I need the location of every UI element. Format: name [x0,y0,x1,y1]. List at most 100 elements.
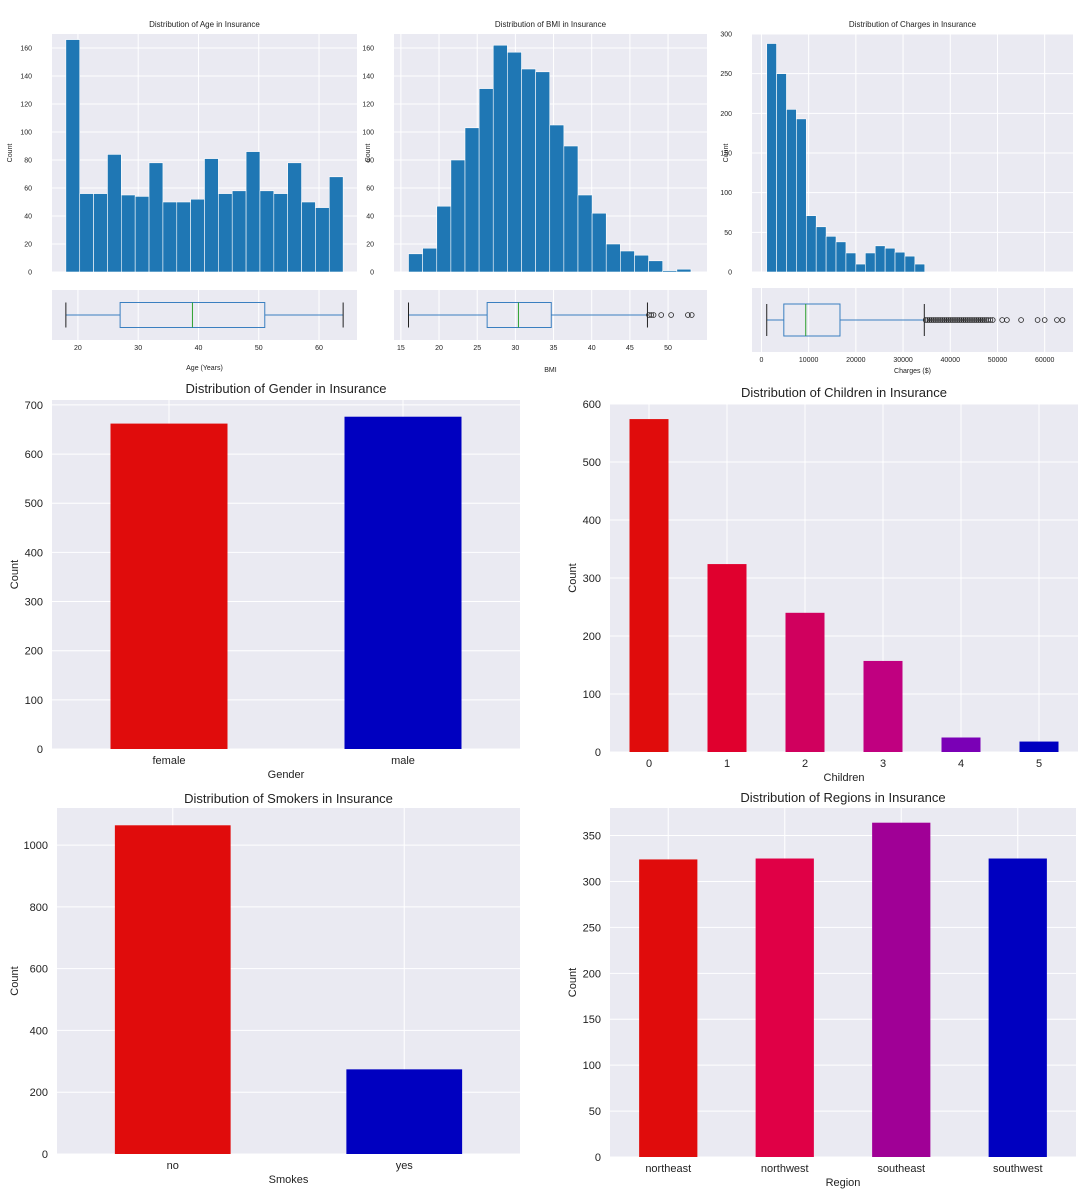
children-bar-0 [629,419,669,752]
gender-ytick-label: 0 [37,744,43,756]
age-hist-bar [204,158,219,273]
charges-ytick-label: 200 [720,111,732,118]
charges-hist-bar [825,236,837,273]
bmi-ytick-label: 80 [366,158,374,165]
age-chart-title: Distribution of Age in Insurance [149,20,260,29]
charges-hist-bar [845,252,857,273]
bmi-hist-bar [507,51,522,273]
regions-xtick-label: northwest [761,1163,809,1175]
regions-xtick-label: southwest [993,1163,1043,1175]
bmi-ytick-label: 0 [370,270,374,277]
age-hist-bar [315,207,330,273]
bmi-box-outlier [685,312,691,318]
charges-hist-bar [874,245,886,273]
age-xtick-label: 20 [74,345,82,352]
charges-box-outlier [972,317,978,323]
regions-ytick-label: 50 [589,1106,601,1118]
bmi-hist-bar [450,159,466,273]
bmi-ytick-label: 100 [362,130,374,137]
age-xtick-label: 30 [134,345,142,352]
charges-ytick-label: 250 [720,71,732,78]
charges-box-outlier [936,317,942,323]
age-xtick-label: 40 [195,345,203,352]
regions-ytick-label: 300 [583,876,601,888]
smokers-xtick-label: no [167,1160,179,1172]
children-xtick-label: 2 [802,758,808,770]
children-xtick-label: 4 [958,758,964,770]
children-chart-title: Distribution of Children in Insurance [741,385,947,400]
smokers-bar-no [114,825,231,1154]
children-bar-1 [707,564,747,752]
smokers-ytick-label: 1000 [24,840,48,852]
children-bar-5 [1019,741,1059,752]
charges-xtick-label: 40000 [941,357,961,364]
bmi-hist-bar [478,88,494,273]
age-ytick-label: 80 [24,158,32,165]
children-ytick-label: 400 [583,515,601,527]
children-xtick-label: 5 [1036,758,1042,770]
regions-ytick-label: 0 [595,1152,601,1164]
age-hist-bar [148,162,164,273]
charges-box-outlier [1041,317,1048,323]
bmi-hist-bar [535,71,551,273]
charges-box-outlier [960,317,967,323]
age-hist-bar [93,193,108,273]
bmi-box-outlier [688,312,695,318]
charges-box-outlier [1054,317,1060,323]
age-ytick-label: 40 [24,214,32,221]
charges-xtick-label: 30000 [893,357,913,364]
charges-box-outlier [941,317,948,323]
bmi-hist-bar [620,250,635,273]
bmi-ytick-label: 60 [366,186,374,193]
children-bar-2 [785,612,825,752]
regions-bar-southwest [988,858,1047,1157]
bmi-ytick-label: 40 [366,214,374,221]
bmi-box-iqr [486,302,552,328]
bmi-hist-bar [577,194,593,273]
smokers-xaxis-label: Smokes [269,1174,309,1186]
children-ytick-label: 0 [595,747,601,759]
bmi-hist-bar [549,124,565,273]
smokers-ytick-label: 400 [30,1025,48,1037]
children-bar-4 [941,737,981,752]
bmi-ytick-label: 160 [362,46,374,53]
charges-box-outlier [955,317,961,323]
bmi-box-outlier [650,312,657,318]
bmi-hist-bar [676,268,692,273]
age-hist-bar [162,201,178,273]
age-ytick-label: 0 [28,270,32,277]
bmi-xtick-label: 45 [626,345,634,352]
charges-box-outlier [939,317,946,323]
age-hist-bar [176,201,191,273]
age-ytick-label: 160 [20,46,32,53]
smokers-ytick-label: 600 [30,964,48,976]
charges-ytick-label: 300 [720,32,732,39]
gender-ytick-label: 400 [25,547,43,559]
bmi-hist-bar [634,254,649,273]
age-hist-bar [65,39,81,273]
charges-ytick-label: 0 [728,270,732,277]
regions-yaxis-label: Count [567,968,579,997]
bmi-xtick-label: 25 [473,345,481,352]
children-ytick-label: 500 [583,457,601,469]
regions-distribution-panel: Distribution of Regions in Insurance 0 50 1… [550,788,1090,1193]
smokers-yaxis-label: Count [9,966,21,995]
smokers-ytick-label: 800 [30,902,48,914]
charges-hist-bar [805,215,817,273]
charges-box-outlier [951,317,957,323]
regions-bar-northwest [755,858,814,1157]
age-yaxis-label: Count [7,144,14,163]
bmi-ytick-label: 20 [366,242,374,249]
gender-bar-male [344,416,462,749]
age-hist-bar [218,193,233,273]
regions-chart-title: Distribution of Regions in Insurance [740,790,945,805]
charges-box-outlier [938,317,944,323]
charges-hist-bar [835,241,847,273]
charges-ytick-label: 50 [724,230,732,237]
charges-box-outlier [979,317,986,323]
age-hist-bar [79,193,94,273]
regions-xtick-label: southeast [877,1163,925,1175]
regions-bar-southeast [872,822,931,1157]
charges-hist-bar [864,252,876,273]
bmi-hist-bar [492,44,508,273]
